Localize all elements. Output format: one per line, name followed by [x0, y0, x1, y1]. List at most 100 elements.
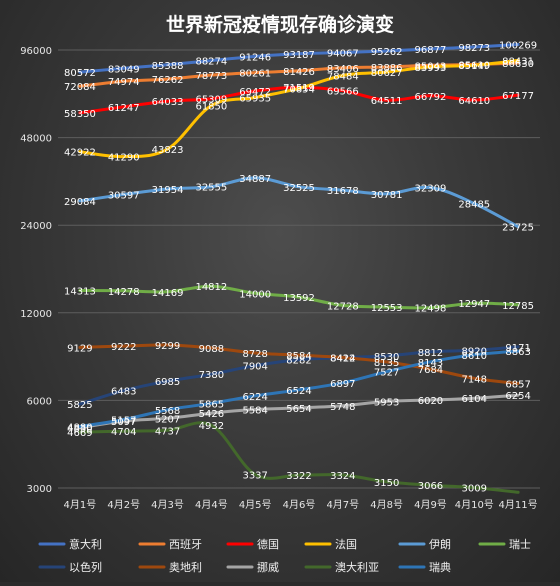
series-line	[78, 349, 520, 428]
y-tick-label: 6000	[27, 396, 52, 407]
data-label: 4669	[67, 428, 92, 439]
data-label: 83049	[108, 64, 140, 75]
data-label: 76262	[152, 75, 184, 86]
data-label: 7904	[242, 362, 267, 373]
data-label: 65935	[239, 93, 271, 104]
data-label: 61247	[108, 103, 140, 114]
data-label: 14278	[108, 287, 140, 298]
x-tick-label: 4月11号	[499, 499, 538, 511]
data-label: 30597	[108, 191, 140, 202]
data-label: 5654	[286, 404, 311, 415]
data-label: 43823	[152, 145, 184, 156]
data-label: 71519	[283, 83, 315, 94]
data-label: 12728	[327, 301, 359, 312]
data-label: 28485	[458, 200, 490, 211]
data-label: 12947	[458, 299, 490, 310]
data-label: 3324	[330, 471, 355, 482]
chart-title: 世界新冠疫情现存确诊演变	[166, 13, 394, 36]
data-label: 8135	[374, 358, 399, 369]
data-label: 88274	[195, 57, 227, 68]
x-tick-label: 4月1号	[64, 499, 97, 511]
data-label: 8143	[418, 358, 443, 369]
data-label: 13592	[283, 293, 315, 304]
data-label: 7380	[199, 370, 224, 381]
data-labels: 80572 83049 85388 88274 91246 93187 94067 95262…	[64, 41, 537, 495]
data-label: 86630	[502, 59, 534, 70]
data-label: 9299	[155, 341, 180, 352]
x-tick-label: 4月9号	[414, 499, 447, 511]
data-label: 5426	[199, 409, 224, 420]
data-label: 6483	[111, 387, 136, 398]
data-label: 94067	[327, 49, 359, 60]
data-label: 64610	[458, 96, 490, 107]
data-label: 4932	[199, 421, 224, 432]
series-line	[78, 393, 520, 430]
legend-label: 瑞士	[509, 537, 531, 551]
data-label: 5568	[155, 406, 180, 417]
data-label: 5097	[111, 417, 136, 428]
series-lines	[78, 43, 520, 494]
data-label: 6020	[418, 396, 443, 407]
data-label: 6857	[505, 380, 530, 391]
data-label: 83993	[415, 63, 447, 74]
y-tick-label: 96000	[20, 46, 52, 57]
data-label: 85388	[152, 61, 184, 72]
data-label: 8530	[374, 352, 399, 363]
legend-label: 伊朗	[429, 538, 451, 551]
data-label: 6524	[286, 386, 311, 397]
data-label: 8920	[462, 346, 487, 357]
data-label: 31678	[327, 186, 359, 197]
data-label: 7148	[462, 374, 487, 385]
data-label: 9129	[67, 343, 92, 354]
x-tick-label: 4月2号	[107, 499, 140, 511]
data-label: 5865	[199, 399, 224, 410]
data-label: 67177	[502, 91, 534, 102]
data-label: 69566	[327, 87, 359, 98]
x-tick-label: 4月4号	[195, 499, 228, 511]
y-tick-label: 3000	[27, 484, 52, 495]
data-label: 12498	[415, 304, 447, 315]
data-label: 5825	[67, 400, 92, 411]
data-label: 100269	[499, 41, 537, 52]
data-label: 5157	[111, 416, 136, 427]
data-label: 65309	[195, 95, 227, 106]
data-label: 32525	[283, 183, 315, 194]
data-label: 12785	[502, 301, 534, 312]
x-tick-label: 4月7号	[326, 499, 359, 511]
data-label: 6224	[242, 392, 267, 403]
series-line	[78, 176, 520, 229]
x-tick-label: 4月8号	[370, 499, 403, 511]
series-line	[78, 58, 520, 159]
data-label: 5953	[374, 397, 399, 408]
legend-label: 澳大利亚	[335, 560, 379, 574]
y-tick-label: 12000	[20, 309, 52, 320]
data-label: 81426	[283, 67, 315, 78]
data-label: 7684	[418, 365, 443, 376]
series-line	[78, 284, 520, 310]
series-line	[78, 43, 520, 74]
data-label: 98273	[458, 43, 490, 54]
data-label: 3009	[462, 484, 487, 495]
legend-label: 意大利	[69, 537, 102, 551]
data-label: 8863	[505, 347, 530, 358]
data-label: 80627	[371, 68, 403, 79]
data-label: 78484	[327, 71, 359, 82]
legend-label: 奥地利	[169, 560, 202, 574]
data-label: 30781	[371, 190, 403, 201]
x-axis-ticks: 4月1号 4月2号 4月3号 4月4号 4月5号 4月6号 4月7号 4月8号 4月9号 4月10…	[64, 499, 538, 511]
data-label: 23725	[502, 223, 534, 234]
data-label: 85043	[415, 61, 447, 72]
data-label: 88431	[502, 56, 534, 67]
data-label: 14169	[152, 288, 184, 299]
data-label: 64511	[371, 96, 403, 107]
data-label: 4880	[67, 423, 92, 434]
legend-label: 德国	[257, 537, 279, 551]
data-label: 85610	[458, 60, 490, 71]
data-label: 14000	[239, 289, 271, 300]
data-label: 5584	[242, 405, 267, 416]
data-label: 32555	[195, 183, 227, 194]
data-label: 61850	[195, 102, 227, 113]
data-label: 6104	[462, 394, 487, 405]
